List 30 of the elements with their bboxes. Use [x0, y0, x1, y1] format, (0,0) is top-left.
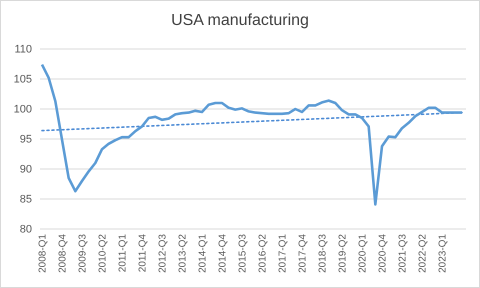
x-tick-label: 2010-Q2 — [98, 234, 108, 273]
y-tick-label: 100 — [14, 104, 32, 116]
chart-title: USA manufacturing — [171, 12, 309, 29]
x-tick-label: 2023-Q1 — [438, 234, 448, 273]
y-tick-label: 80 — [20, 224, 32, 236]
x-tick-label: 2021-Q3 — [398, 234, 408, 273]
x-tick-label: 2017-Q4 — [298, 234, 308, 273]
x-tick-label: 2009-Q3 — [78, 234, 88, 273]
x-tick-label: 2019-Q2 — [338, 234, 348, 273]
x-tick-label: 2011-Q1 — [118, 234, 128, 272]
x-tick-label: 2014-Q4 — [218, 234, 228, 273]
x-tick-label: 2018-Q3 — [318, 234, 328, 273]
x-tick-label: 2014-Q1 — [198, 234, 208, 273]
x-tick-label: 2013-Q2 — [178, 234, 188, 273]
x-tick-label: 2015-Q3 — [238, 234, 248, 273]
x-tick-label: 2016-Q2 — [258, 234, 268, 273]
x-tick-label: 2022-Q2 — [418, 234, 428, 273]
y-tick-label: 95 — [20, 134, 32, 146]
x-tick-label: 2020-Q1 — [358, 234, 368, 273]
y-tick-label: 85 — [20, 194, 32, 206]
x-tick-label: 2008-Q4 — [58, 234, 68, 273]
x-tick-label: 2017-Q1 — [278, 234, 288, 273]
x-tick-label: 2020-Q4 — [378, 234, 388, 273]
y-tick-label: 90 — [20, 164, 32, 176]
line-series — [40, 63, 464, 206]
y-tick-label: 110 — [14, 44, 32, 56]
x-tick-label: 2011-Q4 — [138, 234, 148, 272]
x-tick-label: 2012-Q3 — [158, 234, 168, 273]
x-tick-label: 2008-Q1 — [38, 234, 48, 273]
y-tick-label: 105 — [14, 74, 32, 86]
